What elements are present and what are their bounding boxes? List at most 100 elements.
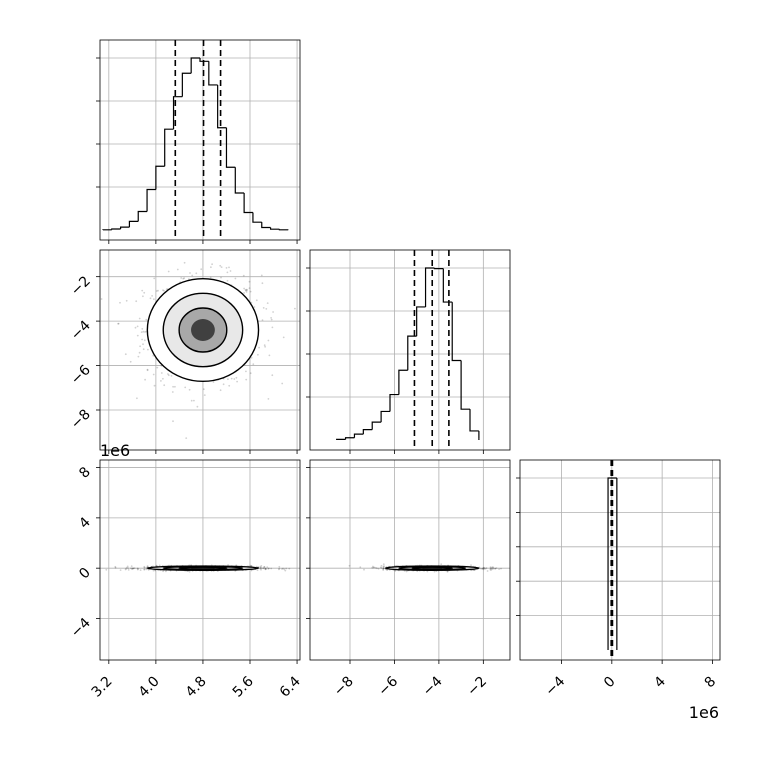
joint-panel-0-point [281,382,284,385]
joint-panel-1-xtick-label-0: 3.2 [89,674,116,701]
joint-panel-1-xtick-label-2: 4.8 [183,674,210,701]
joint-panel-1-point [132,567,135,570]
joint-panel-2-point [440,563,443,566]
joint-panel-2-point [382,569,385,571]
joint-panel-0-point [135,300,138,303]
joint-panel-1-point [278,567,281,570]
joint-panel-0-point [193,399,195,402]
joint-panel-2-xtick-label-1: −6 [375,673,401,699]
hist-panel-1-bin-14 [460,360,470,410]
joint-panel-0-point [142,348,145,351]
hist-panel-1-bin-8 [407,335,417,371]
joint-panel-0-point [244,288,247,291]
joint-panel-2-point [394,569,397,572]
joint-panel-0-point [167,270,170,273]
joint-panel-0-point [144,331,146,333]
hist-panel-1-bin-12 [442,268,453,303]
joint-panel-0-point [141,289,144,292]
joint-panel-1-point [259,566,262,569]
joint-panel-0-point [172,385,175,388]
joint-panel-0-point [184,386,187,389]
joint-panel-0-point [245,291,248,293]
joint-panel-2-point [433,570,436,573]
joint-panel-0-point [163,384,166,387]
joint-panel-0-point [190,399,193,402]
joint-panel-0-point [265,308,268,310]
joint-panel-0-point [282,336,285,339]
joint-panel-0-point [174,385,176,388]
joint-panel-0-ytick-label-2: −4 [68,318,94,344]
joint-panel-0-point [228,266,230,269]
joint-panel-1-point [283,568,286,571]
joint-panel-0-point [245,378,248,381]
joint-panel-2-point [446,570,449,573]
joint-panel-0-point [134,326,137,329]
joint-panel-1-point [132,567,135,570]
joint-panel-0-point [226,271,229,274]
joint-panel-2-point [377,567,380,570]
joint-panel-2-point [380,567,383,569]
joint-panel-2-point [382,568,385,571]
joint-panel-1-point [250,565,253,567]
joint-panel-0-point [119,301,121,304]
joint-panel-1-point [137,567,140,570]
joint-panel-0-point [243,287,246,290]
joint-panel-1-point [260,565,263,567]
joint-panel-0-point [162,377,164,380]
joint-panel-0-point [145,318,148,321]
joint-panel-0-point [172,420,174,423]
hist-panel-2-xtick-label-2: 4 [651,673,669,691]
joint-panel-1-point [259,567,262,570]
joint-panel-2-point [376,567,378,570]
joint-panel-1-point [143,568,146,571]
hist-panel-2-frame [519,459,721,661]
joint-panel-0-point [268,354,271,357]
joint-panel-2-point [490,568,493,571]
joint-panel-0-point [209,276,212,279]
x-offset-label-panel-2-2: 1e6 [689,703,719,722]
hist-panel-0-bin-17 [252,212,262,223]
joint-panel-0-point [249,290,252,293]
joint-panel-0-point [139,345,142,348]
joint-panel-1-point [262,567,264,569]
hist-panel-0-bin-10 [190,57,200,74]
joint-panel-0-point [211,263,214,266]
joint-panel-0-point [243,292,246,294]
hist-panel-0-bin-7 [164,128,174,167]
joint-panel-0-point [165,288,168,291]
joint-panel-0-point [203,394,206,396]
joint-panel-0-point [294,307,296,310]
joint-panel-0-point [202,388,205,391]
joint-panel-0-point [152,373,155,376]
joint-panel-2-point [374,566,377,569]
joint-panel-0-point [136,397,138,400]
joint-panel-2-point [379,566,382,569]
joint-panel-0-point [149,297,152,300]
joint-panel-0-point [230,377,233,380]
joint-panel-0-point [182,277,185,280]
joint-panel-2-point [486,570,489,572]
hist-panel-0-bin-16 [243,192,253,214]
joint-panel-2-point [426,570,429,573]
hist-panel-0-bin-3 [128,220,139,228]
joint-panel-1-point [264,567,267,570]
joint-panel-0-point [271,326,274,329]
joint-panel-0-point [117,322,120,325]
joint-panel-1-point [259,565,262,568]
joint-panel-2-point [490,567,492,569]
joint-panel-1-point [270,567,273,570]
joint-panel-2-point [485,567,488,569]
joint-panel-0-point [153,298,155,301]
joint-panel-1-xtick-label-1: 4.0 [136,674,163,701]
hist-panel-0-bin-11 [199,58,209,62]
joint-panel-1-point [127,567,129,569]
joint-panel-1-xtick-label-4: 6.4 [277,673,304,700]
joint-panel-0-point [195,272,198,275]
joint-panel-0-point [233,378,236,380]
joint-panel-1-point [143,566,146,569]
joint-panel-0-point [129,360,132,363]
joint-panel-2-point [482,567,485,570]
joint-panel-2-point [489,569,492,571]
joint-panel-1-point [262,567,265,570]
joint-panel-0-point [124,353,127,356]
